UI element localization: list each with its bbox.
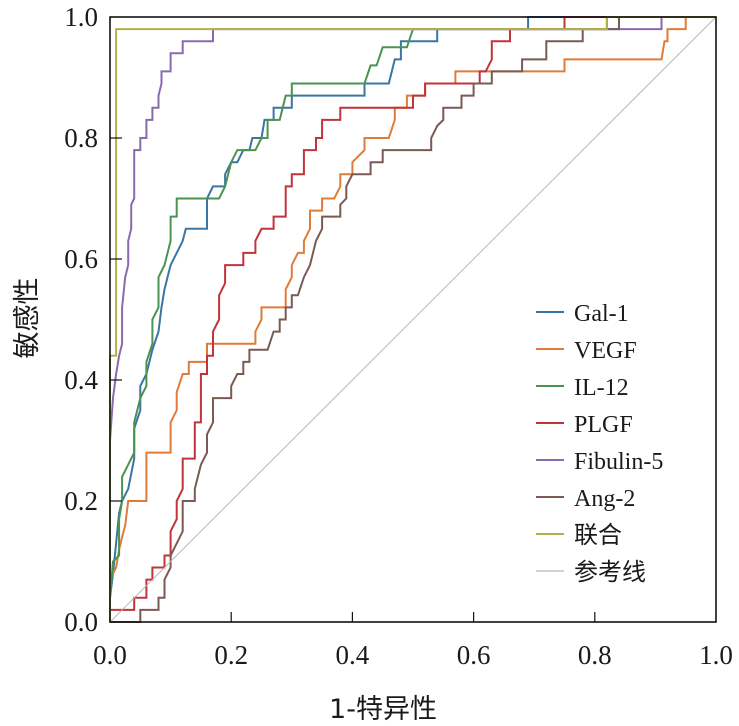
legend-label: PLGF (574, 412, 633, 438)
y-axis-title: 敏感性 (12, 278, 43, 359)
y-tick-label: 0.8 (64, 123, 98, 153)
y-tick-label: 0.0 (64, 607, 98, 637)
series-line-2 (109, 16, 716, 598)
legend-label: 参考线 (574, 559, 646, 586)
legend-label: VEGF (574, 338, 637, 364)
series-line-3 (110, 16, 716, 611)
series-line-4 (109, 16, 716, 441)
x-tick-label: 0.2 (214, 640, 248, 670)
x-tick-label: 0.4 (336, 640, 370, 670)
x-tick-label: 0.6 (457, 640, 491, 670)
y-tick-label: 0.6 (64, 244, 98, 274)
y-tick-label: 0.2 (64, 486, 98, 516)
legend-label: Gal-1 (574, 301, 629, 327)
series-line-0 (109, 16, 716, 598)
series-line-7 (109, 16, 717, 623)
series-line-1 (109, 16, 716, 581)
x-tick-label: 0.8 (578, 640, 612, 670)
series-line-5 (110, 16, 716, 623)
y-tick-label: 0.4 (64, 365, 98, 395)
legend-label: IL-12 (574, 375, 629, 401)
plot-frame (109, 16, 717, 623)
x-tick-label: 0.0 (93, 640, 127, 670)
x-tick-label: 1.0 (699, 640, 733, 670)
legend-label: 联合 (574, 522, 622, 549)
y-tick-label: 1.0 (64, 2, 98, 32)
legend-label: Fibulin-5 (574, 449, 663, 475)
x-axis-title: 1-特异性 (329, 694, 437, 725)
legend-label: Ang-2 (574, 486, 635, 512)
ticks-layer: 0.0 0.2 0.4 0.6 0.8 1.0 0.0 0.2 0.4 0.6 0.8 1.0 (64, 2, 733, 670)
